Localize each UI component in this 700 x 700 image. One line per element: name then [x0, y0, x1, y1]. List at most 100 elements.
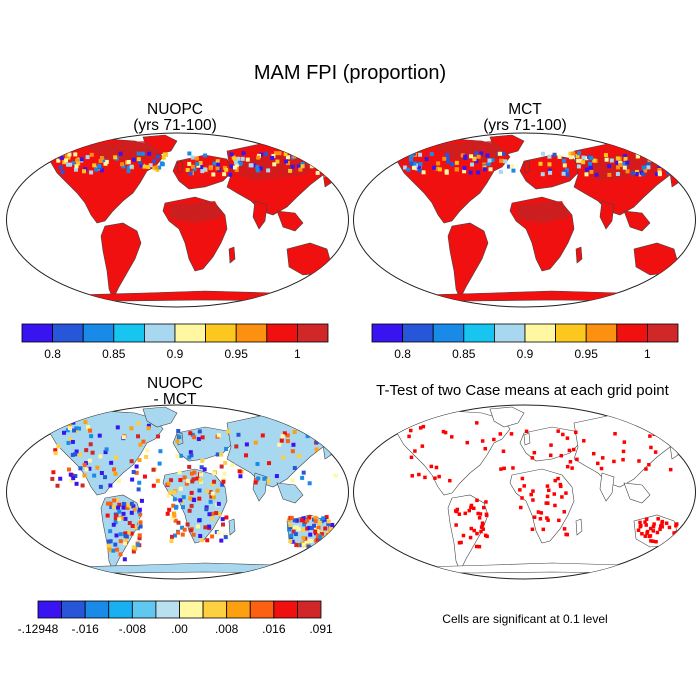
grid-cell	[421, 170, 426, 175]
grid-cell	[290, 478, 295, 483]
grid-cell	[123, 533, 128, 538]
grid-cell	[309, 164, 314, 169]
grid-cell	[209, 494, 214, 499]
significant-cell	[531, 498, 535, 502]
grid-cell	[217, 512, 222, 517]
grid-cell	[646, 160, 651, 165]
significant-cell	[567, 448, 572, 453]
grid-cell	[210, 534, 215, 539]
grid-cell	[103, 161, 108, 166]
panel-title-ttest: T-Test of two Case means at each grid po…	[376, 382, 669, 399]
grid-cell	[442, 156, 447, 161]
grid-cell	[74, 481, 79, 486]
grid-cell	[212, 479, 217, 484]
grid-cell	[171, 511, 176, 516]
grid-cell	[279, 438, 284, 443]
grid-cell	[312, 160, 317, 165]
grid-cell	[185, 478, 190, 483]
grid-cell	[97, 433, 102, 438]
grid-cell	[298, 153, 303, 158]
significant-cell	[465, 440, 470, 445]
grid-cell	[151, 467, 156, 472]
grid-cell	[177, 470, 182, 475]
grid-cell	[154, 165, 159, 170]
colorbar-swatch	[273, 600, 298, 619]
significant-cell	[441, 429, 446, 434]
grid-cell	[302, 522, 307, 527]
grid-cell	[124, 538, 129, 543]
continent-seAsia	[276, 210, 304, 232]
colorbar-tick-label: 0.95	[574, 347, 598, 361]
grid-cell	[195, 524, 200, 529]
grid-cell	[111, 522, 116, 527]
significant-cell	[644, 517, 649, 521]
significant-cell	[480, 522, 485, 527]
grid-cell	[232, 165, 237, 170]
grid-cell	[315, 537, 320, 542]
grid-cell	[129, 510, 134, 515]
grid-cell	[136, 157, 141, 162]
colorbar-tick-label: 0.9	[516, 347, 534, 361]
significant-cell	[559, 484, 563, 489]
grid-cell	[74, 167, 79, 172]
significant-cell	[643, 520, 647, 524]
grid-cell	[657, 167, 662, 172]
colorbar-swatch	[226, 600, 251, 619]
grid-cell	[131, 504, 136, 509]
grid-cell	[132, 507, 137, 512]
continent-india	[599, 472, 615, 502]
grid-cell	[74, 449, 79, 454]
continent-africa	[509, 468, 575, 544]
grid-cell	[307, 481, 312, 486]
grid-cell	[83, 167, 88, 172]
significant-cell	[423, 475, 427, 480]
grid-cell	[547, 168, 552, 173]
significant-cell	[520, 496, 524, 500]
grid-cell	[503, 159, 508, 164]
grid-cell	[506, 164, 511, 169]
grid-cell	[138, 520, 143, 525]
grid-cell	[95, 465, 100, 470]
grid-cell	[409, 161, 414, 166]
significant-cell	[417, 472, 421, 477]
grid-cell	[215, 159, 220, 164]
significant-cell	[511, 466, 515, 470]
grid-cell	[203, 153, 208, 158]
grid-cell	[161, 155, 166, 160]
colorbar-swatch	[524, 323, 557, 343]
grid-cell	[113, 520, 118, 525]
grid-cell	[126, 530, 131, 535]
continent-greenland	[489, 406, 525, 428]
grid-cell	[288, 168, 293, 173]
grid-cell	[437, 167, 442, 172]
significant-cell	[658, 527, 662, 532]
grid-cell	[289, 515, 294, 520]
grid-cell	[584, 156, 589, 161]
grid-cell	[326, 539, 331, 544]
significant-cell	[648, 434, 652, 438]
grid-cell	[255, 165, 260, 170]
grid-cell	[300, 161, 305, 166]
grid-cell	[72, 428, 77, 433]
grid-cell	[70, 439, 75, 444]
grid-cell	[120, 162, 125, 167]
significant-cell	[541, 527, 546, 532]
grid-cell	[476, 154, 481, 159]
grid-cell	[509, 164, 514, 169]
continent-madagascar	[228, 518, 236, 536]
grid-cell	[326, 444, 331, 449]
significant-cell	[663, 436, 668, 440]
significant-cell	[649, 445, 653, 450]
continent-uk	[523, 160, 531, 174]
grid-cell	[661, 151, 666, 156]
significant-cell	[468, 535, 473, 540]
grid-cell	[196, 437, 201, 442]
grid-cell	[236, 156, 241, 161]
grid-cell	[282, 431, 287, 436]
grid-cell	[469, 154, 474, 159]
grid-cell	[121, 435, 126, 440]
grid-cell	[136, 151, 141, 156]
grid-cell	[424, 157, 429, 162]
grid-cell	[289, 533, 294, 538]
significant-cell	[546, 518, 550, 522]
